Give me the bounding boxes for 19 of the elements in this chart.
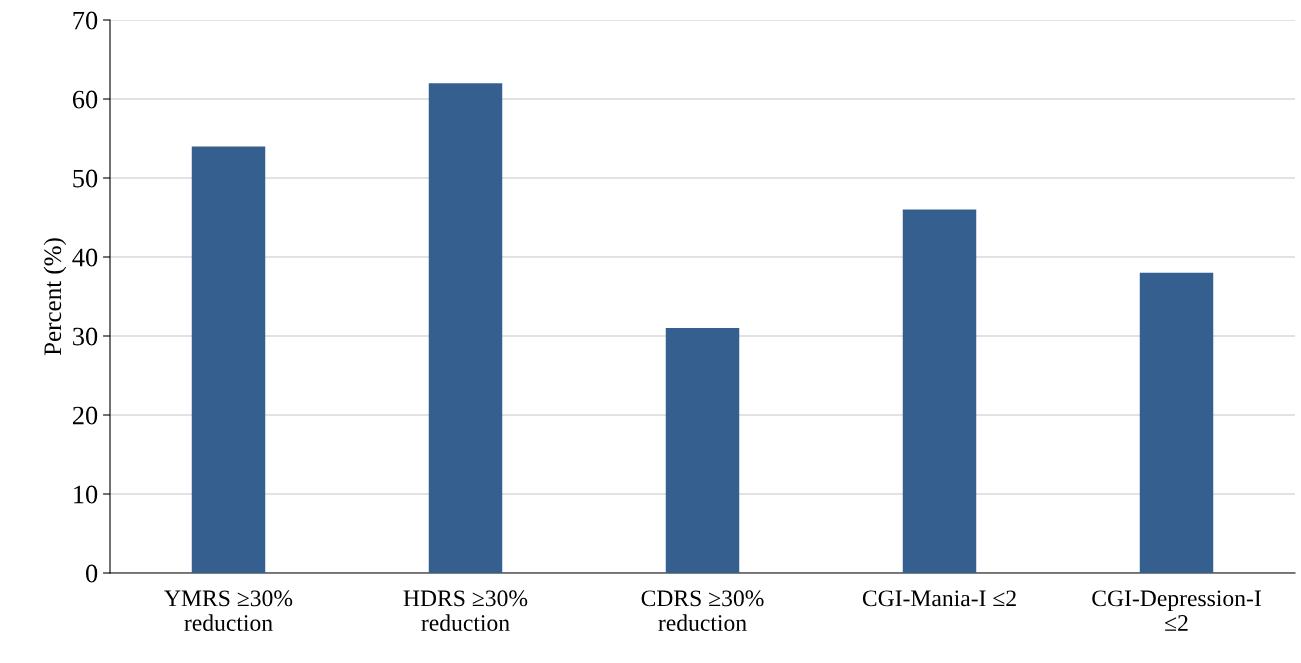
y-tick-label: 50 xyxy=(73,169,98,188)
x-tick-label: YMRS ≥30% reduction xyxy=(164,590,293,631)
bar xyxy=(191,146,266,573)
bar xyxy=(902,209,977,573)
y-tick-label: 20 xyxy=(72,406,98,425)
bar xyxy=(1139,272,1214,573)
y-tick-label: 0 xyxy=(86,564,98,583)
y-tick-label: 10 xyxy=(74,485,98,504)
y-tick-label: 30 xyxy=(73,327,98,346)
x-tick-label: HDRS ≥30% reduction xyxy=(403,590,528,631)
bar xyxy=(428,83,503,573)
y-tick-label: 40 xyxy=(72,248,98,267)
bar xyxy=(665,328,740,573)
x-tick-label: CDRS ≥30% reduction xyxy=(641,590,764,631)
x-tick-label: CGI-Mania-I ≤2 xyxy=(862,590,1016,607)
y-axis-title: Percent (%) xyxy=(43,238,67,356)
y-tick-label: 70 xyxy=(73,11,98,30)
x-tick-label: CGI-Depression-I ≤2 xyxy=(1092,590,1261,631)
y-tick-label: 60 xyxy=(72,90,98,109)
